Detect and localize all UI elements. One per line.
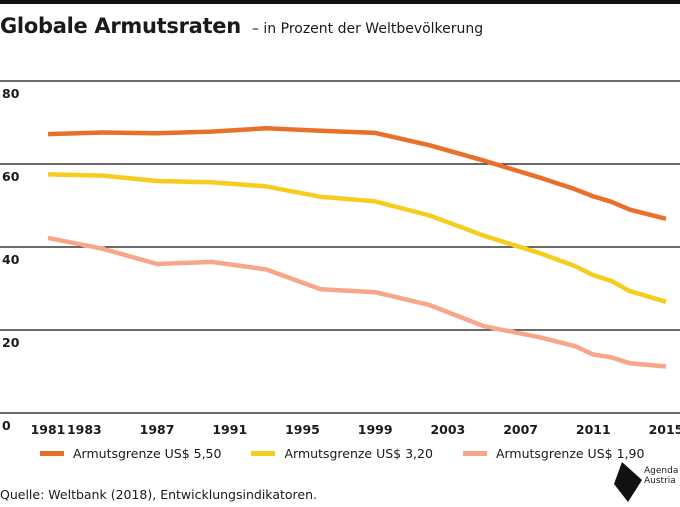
y-tick-label-20: 20 <box>2 335 20 350</box>
y-tick-label-0: 0 <box>2 418 11 433</box>
chart-title-block: Globale Armutsraten – in Prozent der Wel… <box>0 14 483 38</box>
x-axis-tick-labels: 1981 1983 1987 1991 1995 1999 2003 2007 2011 2015 <box>31 422 680 437</box>
x-tick-label-1999: 1999 <box>358 422 393 437</box>
x-tick-label-1981: 1981 <box>31 422 66 437</box>
y-tick-label-40: 40 <box>2 252 20 267</box>
top-rule <box>0 0 680 4</box>
y-tick-label-60: 60 <box>2 169 20 184</box>
legend-swatch-5-50 <box>40 451 64 456</box>
y-axis-tick-labels: 0 20 40 60 80 <box>2 86 20 433</box>
legend: Armutsgrenze US$ 5,50 Armutsgrenze US$ 3… <box>40 446 674 461</box>
logo-text-line1: Agenda <box>644 466 679 476</box>
x-tick-label-1983: 1983 <box>67 422 102 437</box>
x-tick-label-2003: 2003 <box>430 422 465 437</box>
chart-subtitle: – in Prozent der Weltbevölkerung <box>251 21 484 37</box>
legend-swatch-3-20 <box>251 451 276 456</box>
source-note: Quelle: Weltbank (2018), Entwicklungsind… <box>0 487 317 502</box>
x-tick-label-2007: 2007 <box>503 422 538 437</box>
chart-title: Globale Armutsraten <box>0 14 241 38</box>
legend-item-1-90: Armutsgrenze US$ 1,90 <box>462 446 645 461</box>
logo-mark-icon <box>614 462 642 502</box>
series-lines <box>47 126 667 369</box>
logo-text: Agenda Austria <box>644 466 678 486</box>
legend-item-5-50: Armutsgrenze US$ 5,50 <box>40 446 221 461</box>
legend-label-5-50: Armutsgrenze US$ 5,50 <box>73 446 222 461</box>
legend-label-1-90: Armutsgrenze US$ 1,90 <box>495 446 645 461</box>
x-tick-label-1991: 1991 <box>212 422 247 437</box>
x-tick-label-1987: 1987 <box>140 422 175 437</box>
logo-text-line2: Austria <box>644 476 676 486</box>
series-line-1 <box>47 172 667 304</box>
x-tick-label-2011: 2011 <box>576 422 611 437</box>
x-tick-label-1995: 1995 <box>285 422 320 437</box>
legend-label-3-20: Armutsgrenze US$ 3,20 <box>284 446 433 461</box>
grid-lines <box>0 80 680 414</box>
legend-swatch-1-90 <box>462 451 487 456</box>
agenda-austria-logo: Agenda Austria <box>612 460 680 507</box>
y-tick-label-80: 80 <box>2 86 20 101</box>
series-line-2 <box>47 235 667 369</box>
series-line-0 <box>47 126 667 221</box>
x-tick-label-2015: 2015 <box>649 422 680 437</box>
line-chart: 0 20 40 60 80 1981 1983 1987 1991 1995 1999 2003 20… <box>0 80 680 437</box>
legend-item-3-20: Armutsgrenze US$ 3,20 <box>251 446 433 461</box>
